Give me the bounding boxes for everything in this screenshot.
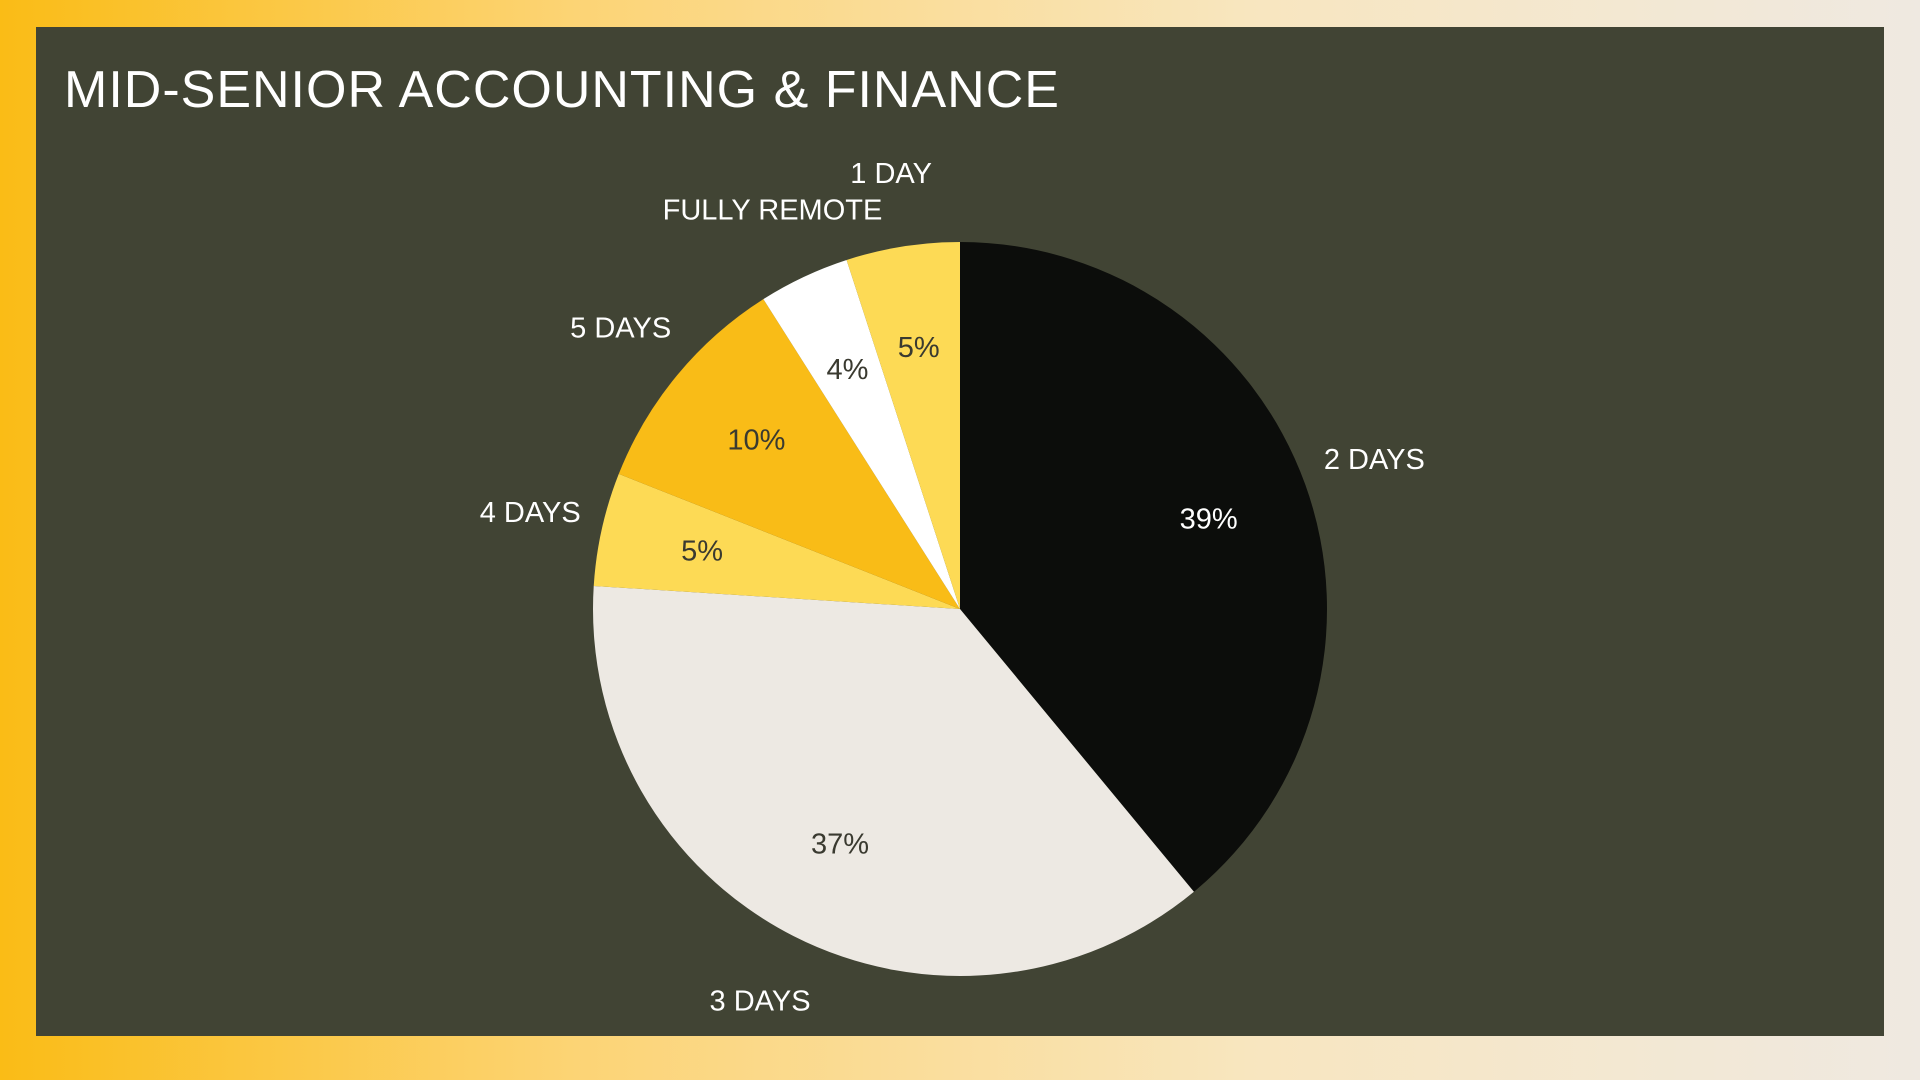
category-label-fully-remote: FULLY REMOTE bbox=[663, 195, 883, 227]
value-label-5-days: 10% bbox=[727, 425, 785, 457]
pie-slice-4-days bbox=[593, 473, 960, 609]
pie-slice-3-days bbox=[593, 585, 1194, 976]
value-label-3-days: 37% bbox=[811, 828, 869, 860]
pie-chart: 39% 2 DAYS 37% 3 DAYS 5% 4 DAYS 10% 5 DAYS 4% FUL… bbox=[480, 158, 1425, 1017]
value-label-4-days: 5% bbox=[681, 535, 723, 567]
pie-slice-fully-remote bbox=[763, 259, 960, 609]
value-label-fully-remote: 4% bbox=[827, 354, 869, 386]
chart-title: MID-SENIOR ACCOUNTING & FINANCE bbox=[64, 61, 1060, 119]
chart-panel: MID-SENIOR ACCOUNTING & FINANCE 39% 2 DAY… bbox=[36, 27, 1884, 1036]
category-label-3-days: 3 DAYS bbox=[710, 985, 811, 1017]
value-label-2-days: 39% bbox=[1180, 503, 1238, 535]
category-label-1-day: 1 DAY bbox=[850, 158, 932, 190]
category-label-5-days: 5 DAYS bbox=[570, 312, 671, 344]
pie-slice-1-day bbox=[846, 242, 960, 609]
pie-slice-2-days bbox=[960, 242, 1327, 892]
category-label-2-days: 2 DAYS bbox=[1324, 444, 1425, 476]
pie-slice-5-days bbox=[618, 299, 960, 609]
category-label-4-days: 4 DAYS bbox=[480, 497, 581, 529]
value-label-1-day: 5% bbox=[898, 332, 940, 364]
